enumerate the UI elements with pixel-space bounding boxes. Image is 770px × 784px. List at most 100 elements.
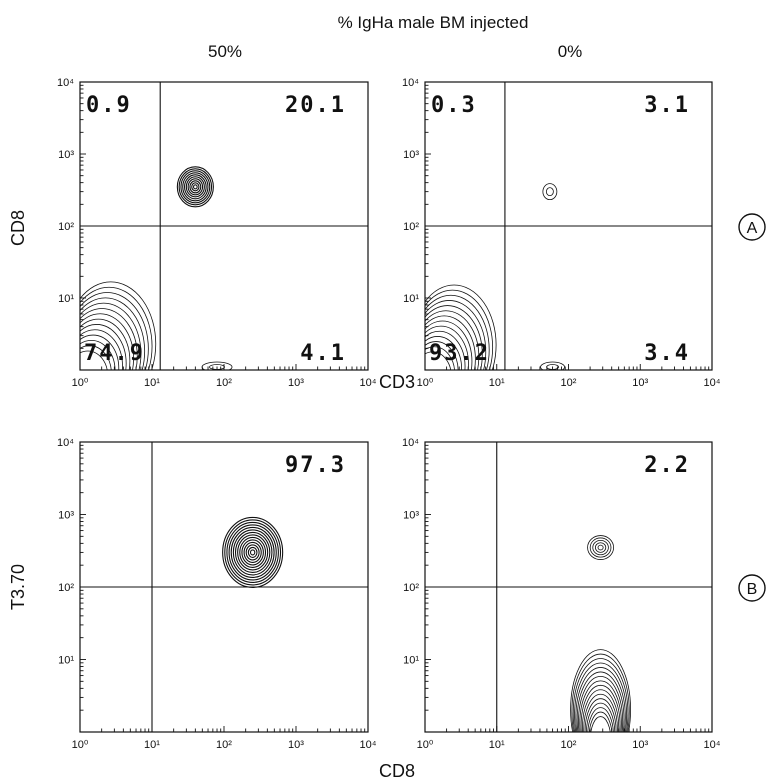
- y-tick-label: 10¹: [58, 293, 74, 305]
- contour-line: [201, 361, 233, 370]
- y-tick-label: 10⁴: [57, 77, 74, 89]
- contour-line: [228, 524, 277, 581]
- contour-line: [546, 364, 559, 370]
- contour-line: [80, 318, 131, 370]
- contour-line: [80, 324, 127, 370]
- contour-line: [80, 297, 146, 370]
- x-tick-label: 10³: [288, 739, 304, 751]
- row-marker-a: A: [738, 213, 766, 241]
- y-tick-label: 10⁴: [402, 437, 419, 449]
- contour-line: [592, 539, 609, 556]
- quadrant-value-upper-right: 20.1: [285, 93, 346, 118]
- contour-line: [425, 325, 469, 370]
- contour-line: [222, 516, 284, 588]
- y-tick-label: 10³: [403, 510, 419, 522]
- panel-B-0%: 10⁰ 10¹ 10² 10³ 10⁴ 10¹ 10² 10³ 10⁴ 2.2: [402, 437, 721, 751]
- row-a-y-axis-label: CD8: [8, 210, 28, 246]
- contour-line: [425, 336, 462, 370]
- x-tick-label: 10¹: [144, 377, 160, 389]
- contour-line: [80, 334, 120, 370]
- contour-line: [542, 183, 558, 201]
- x-tick-label: 10²: [561, 377, 577, 389]
- population-contour: [176, 166, 214, 208]
- quadrant-value-lower-left: 74.9: [84, 341, 145, 366]
- x-tick-label: 10¹: [489, 377, 505, 389]
- contour-line: [232, 529, 273, 576]
- contour-line: [587, 535, 614, 560]
- contour-line: [540, 361, 565, 370]
- contour-line: [243, 541, 262, 563]
- contour-line: [589, 537, 612, 558]
- contour-line: [224, 519, 282, 586]
- y-tick-label: 10⁴: [402, 77, 419, 89]
- y-tick-label: 10³: [58, 510, 74, 522]
- contour-line: [594, 542, 607, 553]
- contour-line: [572, 658, 629, 732]
- contour-line: [183, 174, 207, 200]
- contour-line: [80, 329, 123, 370]
- y-tick-label: 10⁴: [57, 437, 74, 449]
- panel-A-0%: 10⁰ 10¹ 10² 10³ 10⁴ 10¹ 10² 10³ 10⁴ 0.3 3.1 93.2 3.4: [402, 77, 721, 389]
- contour-line: [80, 286, 153, 370]
- contours: [80, 166, 233, 370]
- contour-line: [80, 308, 138, 370]
- contour-line: [80, 313, 134, 370]
- contour-line: [237, 534, 269, 571]
- quadrant-value-upper-left: 0.3: [431, 93, 477, 118]
- y-tick-label: 10¹: [58, 655, 74, 667]
- x-tick-label: 10⁰: [417, 377, 434, 389]
- x-tick-label: 10³: [632, 377, 648, 389]
- population-contour: [540, 361, 565, 370]
- x-tick-label: 10¹: [489, 739, 505, 751]
- x-tick-label: 10⁴: [360, 377, 377, 389]
- contour-line: [425, 330, 466, 370]
- quadrant-value-upper-left: 0.9: [86, 93, 132, 118]
- contour-line: [80, 292, 149, 370]
- y-tick-label: 10³: [58, 149, 74, 161]
- contour-line: [241, 539, 264, 566]
- contour-line: [226, 521, 279, 583]
- contour-line: [425, 294, 490, 370]
- x-tick-label: 10⁴: [704, 739, 721, 751]
- quadrant-value-lower-right: 4.1: [300, 341, 346, 366]
- contour-line: [239, 536, 267, 568]
- contour-line: [185, 176, 205, 198]
- x-tick-label: 10²: [561, 739, 577, 751]
- contour-line: [580, 684, 621, 732]
- contour-line: [425, 310, 480, 370]
- quadrant-value-lower-right: 3.4: [644, 341, 690, 366]
- contour-line: [576, 671, 625, 732]
- row-b-x-axis-label: CD8: [379, 761, 415, 781]
- y-tick-label: 10²: [403, 582, 419, 594]
- column-label-50: 50%: [208, 42, 242, 61]
- contour-line: [245, 544, 260, 561]
- contour-line: [80, 281, 157, 370]
- contour-line: [579, 680, 622, 732]
- contour-line: [425, 320, 473, 370]
- population-contour: [542, 183, 558, 201]
- contour-line: [597, 544, 604, 551]
- row-marker-b-circle: [738, 574, 766, 602]
- quadrant-value-upper-right: 2.2: [644, 453, 690, 478]
- x-tick-label: 10⁰: [417, 739, 434, 751]
- contour-line: [545, 187, 554, 197]
- x-tick-label: 10⁴: [360, 739, 377, 751]
- contour-line: [247, 546, 258, 558]
- contours: [222, 516, 284, 588]
- quadrant-value-lower-left: 93.2: [429, 341, 490, 366]
- x-tick-label: 10²: [216, 739, 232, 751]
- contour-line: [80, 350, 108, 370]
- contour-line: [80, 345, 112, 370]
- contour-line: [180, 170, 211, 204]
- y-tick-label: 10²: [403, 221, 419, 233]
- row-marker-a-letter: A: [747, 220, 758, 237]
- population-contour: [201, 361, 233, 370]
- quadrant-value-upper-right: 97.3: [285, 453, 346, 478]
- y-tick-label: 10¹: [403, 655, 419, 667]
- contour-line: [570, 649, 631, 732]
- contour-line: [425, 289, 494, 370]
- contour-line: [178, 168, 213, 206]
- contours: [570, 535, 631, 732]
- figure-header: % IgHa male BM injected: [338, 13, 529, 32]
